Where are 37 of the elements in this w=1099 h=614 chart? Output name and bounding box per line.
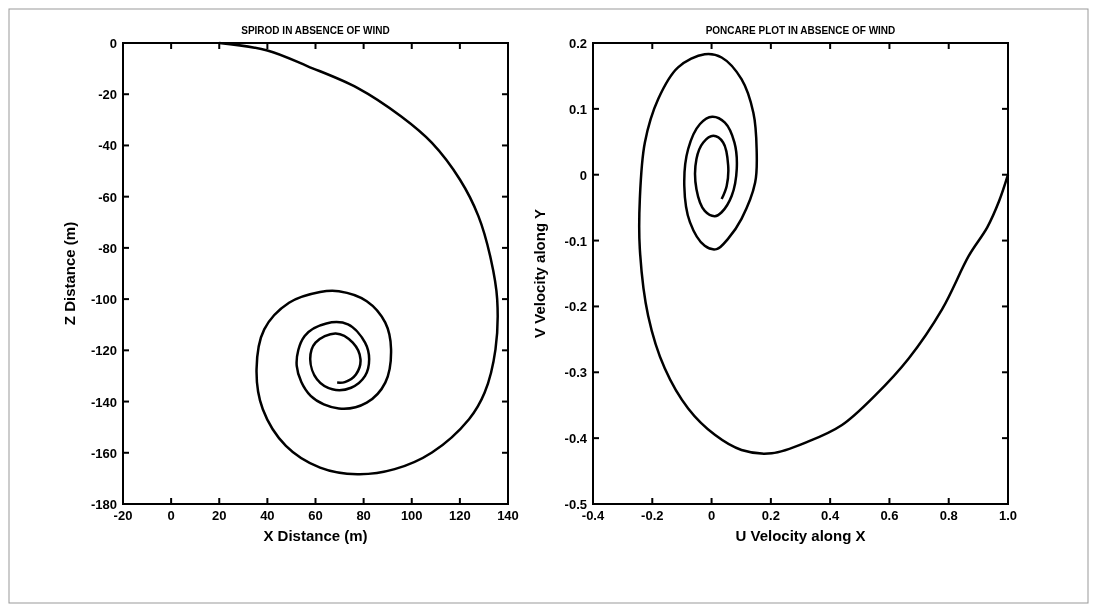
- y-tick-label: -0.3: [564, 365, 587, 381]
- y-tick-label: -140: [90, 394, 117, 410]
- x-tick-label: 0: [167, 508, 175, 523]
- y-tick-label: 0.1: [568, 101, 587, 117]
- y-tick-label: -0.4: [564, 431, 588, 447]
- x-tick-label: 20: [212, 508, 227, 523]
- y-axis-title: Z Distance (m): [61, 221, 78, 326]
- x-axis-title: U Velocity along X: [735, 527, 866, 544]
- y-tick-label: -0.1: [564, 233, 587, 249]
- y-tick-label: -20: [98, 87, 117, 103]
- y-tick-label: -120: [90, 343, 117, 359]
- chart-title: SPIROD IN ABSENCE OF WIND: [241, 25, 390, 36]
- y-tick-label: 0: [579, 167, 587, 183]
- x-tick-label: 0.6: [880, 508, 899, 523]
- x-tick-label: -0.2: [641, 508, 664, 523]
- y-tick-label: -60: [98, 189, 117, 205]
- x-tick-label: 0.2: [761, 508, 780, 523]
- x-tick-label: 0.4: [821, 508, 840, 523]
- x-tick-label: 0.8: [939, 508, 958, 523]
- x-tick-label: 60: [308, 508, 323, 523]
- x-tick-label: 1.0: [998, 508, 1018, 523]
- y-tick-label: -80: [98, 240, 117, 256]
- chart-title: PONCARE PLOT IN ABSENCE OF WIND: [705, 25, 896, 36]
- y-tick-label: 0: [109, 36, 117, 51]
- y-tick-label: -160: [90, 445, 117, 461]
- y-tick-label: -100: [90, 292, 117, 308]
- y-tick-label: -0.2: [564, 299, 587, 315]
- x-axis-title: X Distance (m): [263, 527, 368, 544]
- y-tick-label: 0.2: [568, 36, 587, 51]
- x-tick-label: 80: [356, 508, 371, 523]
- x-tick-label: 0: [707, 508, 716, 523]
- x-tick-label: 120: [449, 508, 471, 523]
- y-axis-title: V Velocity along Y: [531, 209, 548, 338]
- y-tick-label: -40: [98, 138, 117, 154]
- x-tick-label: 100: [400, 508, 423, 523]
- x-tick-label: 140: [497, 508, 519, 523]
- x-tick-label: 40: [260, 508, 275, 523]
